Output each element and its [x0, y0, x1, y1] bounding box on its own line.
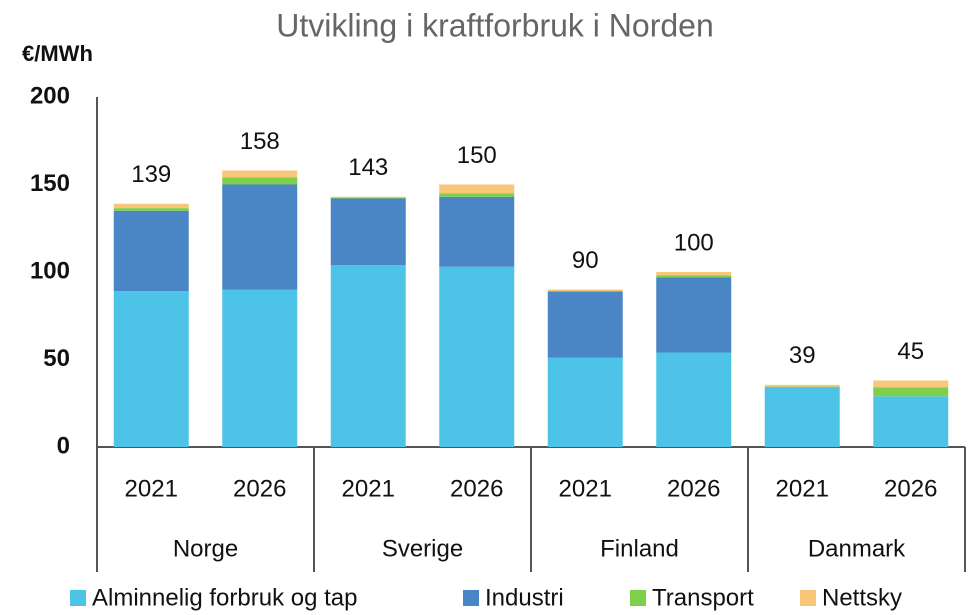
bar-segment	[113, 208, 189, 211]
x-tick-label: 2021	[342, 475, 395, 502]
data-label: 100	[674, 229, 714, 256]
data-label: 45	[897, 338, 924, 365]
legend-label: Industri	[485, 584, 564, 611]
bar-segment	[439, 196, 515, 267]
bar-segment	[222, 184, 298, 290]
data-label: 158	[240, 128, 280, 155]
data-label: 90	[572, 247, 599, 274]
bar-segment	[656, 275, 732, 278]
bar-segment	[656, 277, 732, 353]
bar-segment	[113, 291, 189, 447]
data-label: 39	[789, 342, 816, 369]
bar-segment	[330, 198, 406, 265]
bar-segment	[764, 386, 840, 388]
bar-segment	[222, 170, 298, 178]
bar-segment	[764, 387, 840, 447]
x-tick-label: 2026	[450, 475, 503, 502]
bar-segment	[222, 177, 298, 185]
x-tick-label: 2021	[776, 475, 829, 502]
legend-swatch	[70, 590, 86, 606]
x-tick-label: 2021	[559, 475, 612, 502]
bar-segment	[439, 184, 515, 194]
data-label: 143	[348, 154, 388, 181]
bar-segment	[547, 291, 623, 358]
bar-segment	[113, 210, 189, 292]
bar-segment	[547, 289, 623, 292]
data-label: 139	[131, 161, 171, 188]
x-tick-label: 2026	[884, 475, 937, 502]
bar-segment	[330, 196, 406, 198]
group-label: Danmark	[808, 535, 906, 562]
legend-label: Alminnelig forbruk og tap	[92, 584, 357, 611]
bar-segment	[873, 380, 949, 388]
x-tick-label: 2021	[125, 475, 178, 502]
legend-label: Nettsky	[822, 584, 902, 611]
legend-swatch	[800, 590, 816, 606]
group-label: Norge	[173, 535, 238, 562]
x-tick-label: 2026	[233, 475, 286, 502]
group-label: Finland	[600, 535, 679, 562]
legend-label: Transport	[652, 584, 754, 611]
y-tick-label: 150	[30, 170, 70, 197]
bar-segment	[330, 197, 406, 199]
bar-segment	[113, 203, 189, 209]
bar-segment	[656, 272, 732, 276]
legend-swatch	[463, 590, 479, 606]
bar-segment	[330, 265, 406, 447]
bar-segment	[656, 352, 732, 447]
data-label: 150	[457, 142, 497, 169]
chart-title: Utvikling i kraftforbruk i Norden	[276, 7, 713, 43]
x-tick-label: 2026	[667, 475, 720, 502]
y-tick-label: 200	[30, 82, 70, 109]
y-tick-label: 0	[57, 432, 70, 459]
bar-segment	[764, 384, 840, 387]
bar-segment	[873, 387, 949, 397]
bar-segment	[222, 289, 298, 447]
bar-segment	[439, 193, 515, 197]
y-tick-label: 100	[30, 257, 70, 284]
bar-segment	[439, 266, 515, 447]
bar-segment	[873, 396, 949, 447]
y-axis-label: €/MWh	[22, 41, 93, 66]
legend-swatch	[630, 590, 646, 606]
y-tick-label: 50	[43, 345, 70, 372]
bar-segment	[547, 357, 623, 447]
group-label: Sverige	[382, 535, 463, 562]
